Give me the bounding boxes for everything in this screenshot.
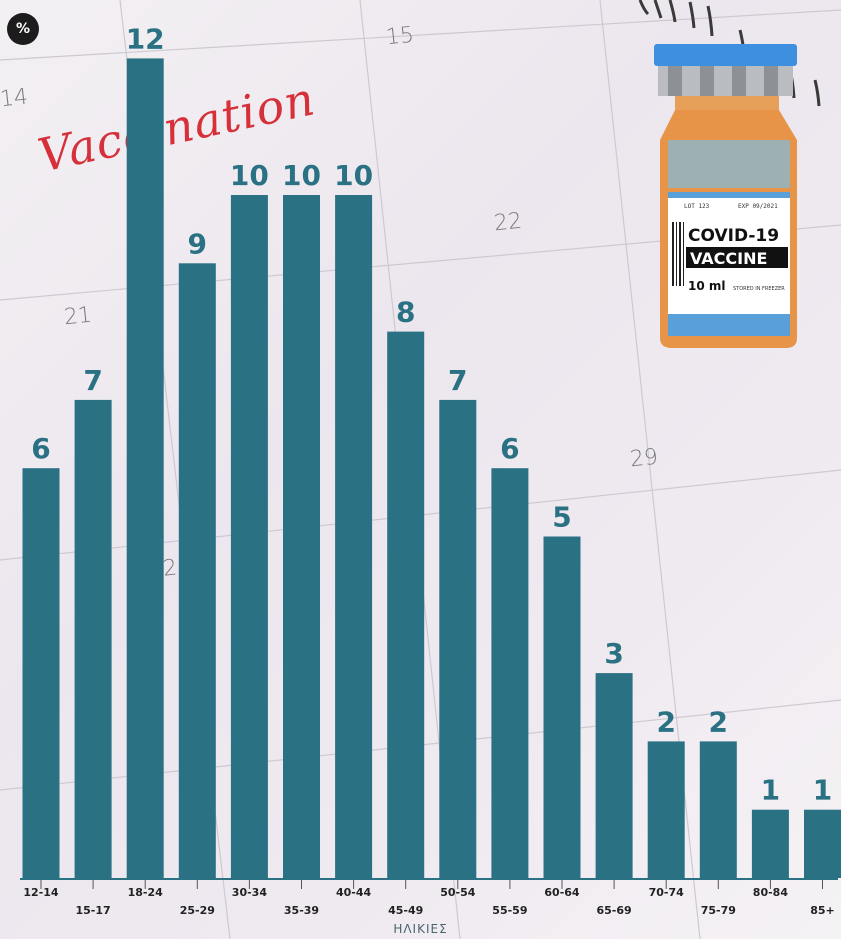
bar — [595, 673, 633, 878]
x-tick-label: 80-84 — [753, 886, 789, 899]
bar-value-label: 5 — [552, 501, 571, 534]
vaccine-vial-illustration: LOT 123 EXP 09/2021 COVID-19 VACCINE 10 … — [654, 44, 797, 348]
x-tick-label: 15-17 — [76, 904, 111, 917]
bar-value-label: 3 — [604, 637, 623, 670]
x-tick-label: 70-74 — [649, 886, 685, 899]
bar — [751, 809, 789, 878]
bar-value-label: 7 — [83, 364, 102, 397]
x-tick-label: 18-24 — [128, 886, 164, 899]
x-axis-label: ΗΛΙΚΙΕΣ — [393, 922, 448, 936]
svg-text:EXP 09/2021: EXP 09/2021 — [738, 203, 778, 210]
bar-value-label: 10 — [282, 159, 321, 192]
percent-unit-badge: % — [7, 13, 39, 45]
bar-value-label: 12 — [126, 22, 165, 55]
bar-value-label: 2 — [656, 705, 675, 738]
bar — [22, 468, 60, 878]
bar — [178, 263, 216, 878]
bar-value-label: 10 — [334, 159, 373, 192]
bar — [804, 809, 841, 878]
bar — [335, 195, 373, 878]
bar — [230, 195, 268, 878]
bar-value-label: 8 — [396, 296, 415, 329]
bar — [543, 536, 581, 878]
x-tick-label: 85+ — [810, 904, 835, 917]
svg-text:10 ml: 10 ml — [688, 279, 726, 293]
bar — [74, 399, 112, 878]
x-tick-label: 35-39 — [284, 904, 319, 917]
bar — [283, 195, 320, 878]
svg-text:COVID-19: COVID-19 — [688, 226, 779, 246]
bar — [491, 468, 529, 878]
bar-value-label: 10 — [230, 159, 269, 192]
bar — [387, 331, 425, 879]
bar-value-label: 7 — [448, 364, 467, 397]
bar — [126, 58, 164, 878]
x-tick-label: 30-34 — [232, 886, 268, 899]
bar-value-label: 1 — [761, 774, 780, 807]
svg-text:LOT 123: LOT 123 — [684, 203, 710, 210]
x-tick-label: 60-64 — [544, 886, 580, 899]
x-tick-label: 55-59 — [492, 904, 527, 917]
x-tick-label: 65-69 — [597, 904, 632, 917]
bar-value-label: 2 — [709, 705, 728, 738]
bar-value-label: 9 — [188, 227, 207, 260]
x-tick-label: 45-49 — [388, 904, 423, 917]
x-tick-label: 75-79 — [701, 904, 736, 917]
bar — [439, 399, 477, 878]
x-tick-label: 50-54 — [440, 886, 476, 899]
bar — [699, 741, 737, 878]
bar-value-label: 1 — [813, 774, 832, 807]
svg-text:VACCINE: VACCINE — [690, 249, 767, 268]
x-tick-label: 12-14 — [23, 886, 59, 899]
bar-value-label: 6 — [500, 432, 519, 465]
svg-text:STORED IN FREEZER: STORED IN FREEZER — [733, 286, 785, 292]
bar-value-label: 6 — [31, 432, 50, 465]
x-tick-label: 25-29 — [180, 904, 215, 917]
bar — [647, 741, 685, 878]
x-tick-label: 40-44 — [336, 886, 372, 899]
